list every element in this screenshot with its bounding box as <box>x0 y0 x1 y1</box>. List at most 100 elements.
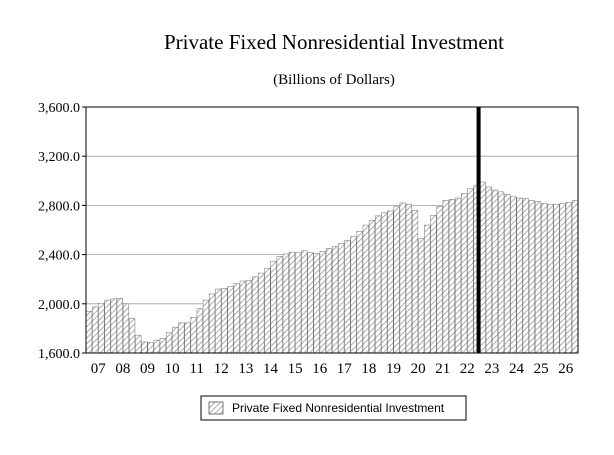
plot-area: 1,600.0 2,000.0 2,400.0 2,800.0 3,200.0 3,600… <box>38 101 579 377</box>
bar <box>92 306 99 354</box>
x-tick-label: 10 <box>165 361 180 377</box>
bar <box>528 200 535 354</box>
bar <box>98 302 105 354</box>
bar <box>344 240 351 354</box>
bar <box>331 246 339 354</box>
y-tick-label: 2,800.0 <box>38 199 80 214</box>
y-tick-label: 3,600.0 <box>38 101 80 116</box>
bar <box>498 191 505 354</box>
x-tick-label: 08 <box>115 361 130 377</box>
bar <box>184 322 191 354</box>
bar <box>85 310 93 354</box>
x-tick-label: 07 <box>91 361 107 377</box>
bar <box>190 317 197 354</box>
bar <box>405 203 412 354</box>
bar <box>325 248 333 354</box>
x-tick-label: 23 <box>484 361 499 377</box>
bar <box>301 250 308 354</box>
x-tick-label: 18 <box>361 361 376 377</box>
bar <box>510 196 517 354</box>
x-tick-label: 11 <box>189 361 203 377</box>
x-tick-label: 21 <box>435 361 450 377</box>
bar <box>399 202 406 354</box>
bar <box>208 293 216 354</box>
bar <box>436 206 443 354</box>
x-tick-label: 26 <box>558 361 574 377</box>
x-tick-label: 20 <box>411 361 426 377</box>
bar <box>202 299 210 354</box>
bar <box>491 189 499 354</box>
legend-label: Private Fixed Nonresidential Investment <box>232 401 445 415</box>
plot-border <box>85 106 579 354</box>
bar <box>565 202 572 354</box>
bar <box>252 276 259 354</box>
bar <box>338 243 345 354</box>
bar <box>239 280 246 354</box>
bar <box>313 253 320 354</box>
bar <box>381 212 388 354</box>
bar <box>153 339 160 354</box>
bar <box>104 299 111 354</box>
bar <box>270 261 277 354</box>
bar <box>264 267 271 354</box>
bar <box>356 230 363 354</box>
x-tick-label: 16 <box>312 361 328 377</box>
bar <box>135 334 142 354</box>
bar <box>172 326 179 354</box>
x-tick-label: 09 <box>140 361 155 377</box>
bar <box>307 252 314 354</box>
bar <box>215 288 222 354</box>
bar <box>547 203 554 354</box>
legend-swatch <box>208 401 224 415</box>
y-tick-label: 3,200.0 <box>38 150 80 165</box>
bar <box>393 206 400 354</box>
bar <box>141 341 148 354</box>
legend-box <box>200 395 467 421</box>
bar <box>288 251 296 354</box>
bar <box>454 197 462 354</box>
bar <box>418 238 425 354</box>
bar <box>233 283 240 354</box>
bar <box>122 303 130 354</box>
bar <box>295 252 302 354</box>
x-tick-label: 25 <box>534 361 549 377</box>
bar <box>319 251 326 354</box>
x-tick-label: 14 <box>263 361 279 377</box>
bar <box>571 200 579 354</box>
bar <box>522 198 529 354</box>
bar <box>227 286 234 354</box>
chart-title: Private Fixed Nonresidential Investment <box>164 30 504 54</box>
bar <box>276 256 283 354</box>
bar <box>159 337 166 354</box>
bar <box>129 318 136 354</box>
bar <box>559 203 566 354</box>
bar <box>282 253 289 354</box>
bar <box>461 193 468 354</box>
bar <box>350 236 357 354</box>
bar <box>479 181 486 354</box>
legend: Private Fixed Nonresidential Investment <box>200 395 467 421</box>
bar <box>196 308 203 354</box>
bar <box>534 201 542 354</box>
x-tick-label: 17 <box>337 361 353 377</box>
x-tick-label: 22 <box>460 361 475 377</box>
bar <box>387 210 394 354</box>
bar <box>368 219 376 354</box>
bar <box>110 298 117 354</box>
bar <box>430 214 437 354</box>
bar <box>485 186 492 354</box>
x-tick-label: 24 <box>509 361 525 377</box>
bar <box>221 288 228 354</box>
bar <box>553 203 560 354</box>
bar <box>245 280 253 354</box>
bar <box>147 342 154 354</box>
x-tick-label: 12 <box>214 361 229 377</box>
x-tick-label: 19 <box>386 361 401 377</box>
bar <box>467 188 474 354</box>
bar <box>516 197 523 354</box>
bar <box>442 200 449 354</box>
bar <box>541 203 548 354</box>
bar <box>362 224 369 354</box>
